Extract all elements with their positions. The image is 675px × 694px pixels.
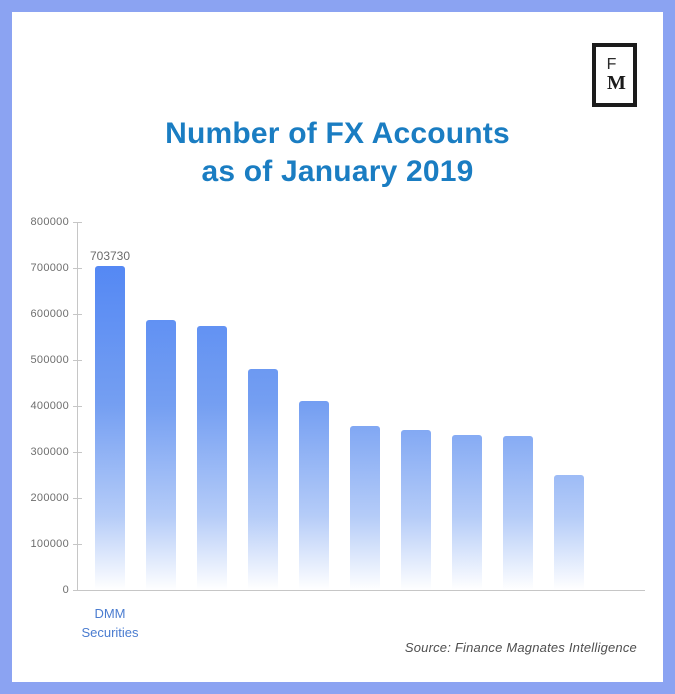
bars-container: 703730 DMM Securities bbox=[77, 222, 645, 640]
y-tick-label: 0 bbox=[62, 584, 69, 596]
bar bbox=[146, 319, 176, 590]
y-tick-label: 500000 bbox=[30, 354, 69, 366]
y-tick-mark bbox=[73, 544, 82, 545]
bar bbox=[452, 435, 482, 590]
bar-value-label: 703730 bbox=[89, 249, 131, 264]
bar bbox=[350, 425, 380, 590]
source-attribution: Source: Finance Magnates Intelligence bbox=[404, 640, 637, 655]
y-tick-mark bbox=[73, 406, 82, 407]
logo-letter-f: F bbox=[606, 56, 617, 73]
x-axis bbox=[77, 590, 645, 591]
finance-magnates-logo: F M bbox=[592, 43, 637, 107]
y-tick-label: 800000 bbox=[30, 216, 69, 228]
bar bbox=[401, 429, 431, 590]
chart-title-line1: Number of FX Accounts bbox=[165, 117, 510, 150]
y-tick-label: 700000 bbox=[30, 262, 69, 274]
bar bbox=[554, 475, 584, 590]
bar-category-label: DMM Securities bbox=[81, 606, 139, 640]
y-tick-mark bbox=[73, 314, 82, 315]
bar bbox=[299, 401, 329, 590]
plot-area: 0 100000 200000 300000 400000 500000 600000 700… bbox=[30, 216, 645, 640]
bar bbox=[503, 435, 533, 590]
chart-title: Number of FX Accounts as of January 2019 bbox=[12, 115, 663, 191]
y-tick-mark bbox=[73, 268, 82, 269]
y-tick-mark bbox=[73, 498, 82, 499]
y-tick-label: 600000 bbox=[30, 308, 69, 320]
bar bbox=[248, 369, 278, 590]
logo-letter-m: M bbox=[607, 72, 626, 94]
y-tick-label: 200000 bbox=[30, 492, 69, 504]
bar: 703730 DMM Securities bbox=[81, 249, 138, 640]
chart-title-line2: as of January 2019 bbox=[201, 155, 474, 188]
y-tick-mark bbox=[73, 452, 82, 453]
bar bbox=[197, 326, 227, 590]
y-tick-label: 300000 bbox=[30, 446, 69, 458]
y-tick-mark bbox=[73, 590, 82, 591]
y-tick-mark bbox=[73, 360, 82, 361]
y-tick-label: 100000 bbox=[30, 538, 69, 550]
y-tick-label: 400000 bbox=[30, 400, 69, 412]
y-tick-mark bbox=[73, 222, 82, 223]
